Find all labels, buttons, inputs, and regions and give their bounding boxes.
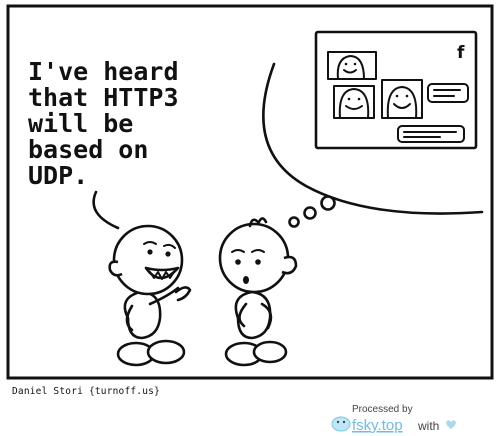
feed-face-1: [336, 55, 365, 80]
thought-bubble-arc: [262, 62, 484, 215]
with-label: with: [417, 419, 439, 433]
character-speaking: [108, 224, 192, 367]
speech-line-2: that HTTP3: [28, 83, 179, 112]
speech-text: I've heard that HTTP3 will be based on U…: [28, 57, 179, 190]
social-feed-window: f: [314, 30, 478, 150]
speech-line-4: based on: [28, 135, 148, 164]
speech-line-1: I've heard: [28, 57, 179, 86]
facebook-logo-icon: f: [457, 43, 465, 63]
author-credit: Daniel Stori {turnoff.us}: [12, 386, 160, 397]
speech-line-3: will be: [28, 109, 133, 138]
character-listening: [218, 217, 298, 367]
feed-comment-2: [397, 125, 465, 143]
thought-bubble-dots: [288, 195, 336, 228]
processed-by-label: Processed by: [352, 404, 413, 415]
cloud-mascot-icon: [331, 416, 351, 432]
brand-link[interactable]: fsky.top: [352, 417, 403, 434]
feed-comment-1: [427, 83, 469, 103]
feed-face-3: [386, 86, 418, 119]
speech-tail: [92, 190, 120, 230]
speech-line-5: UDP.: [28, 161, 88, 190]
feed-face-2: [338, 88, 370, 119]
heart-icon: [446, 420, 456, 429]
watermark: Processed by fsky.top with: [331, 404, 456, 434]
